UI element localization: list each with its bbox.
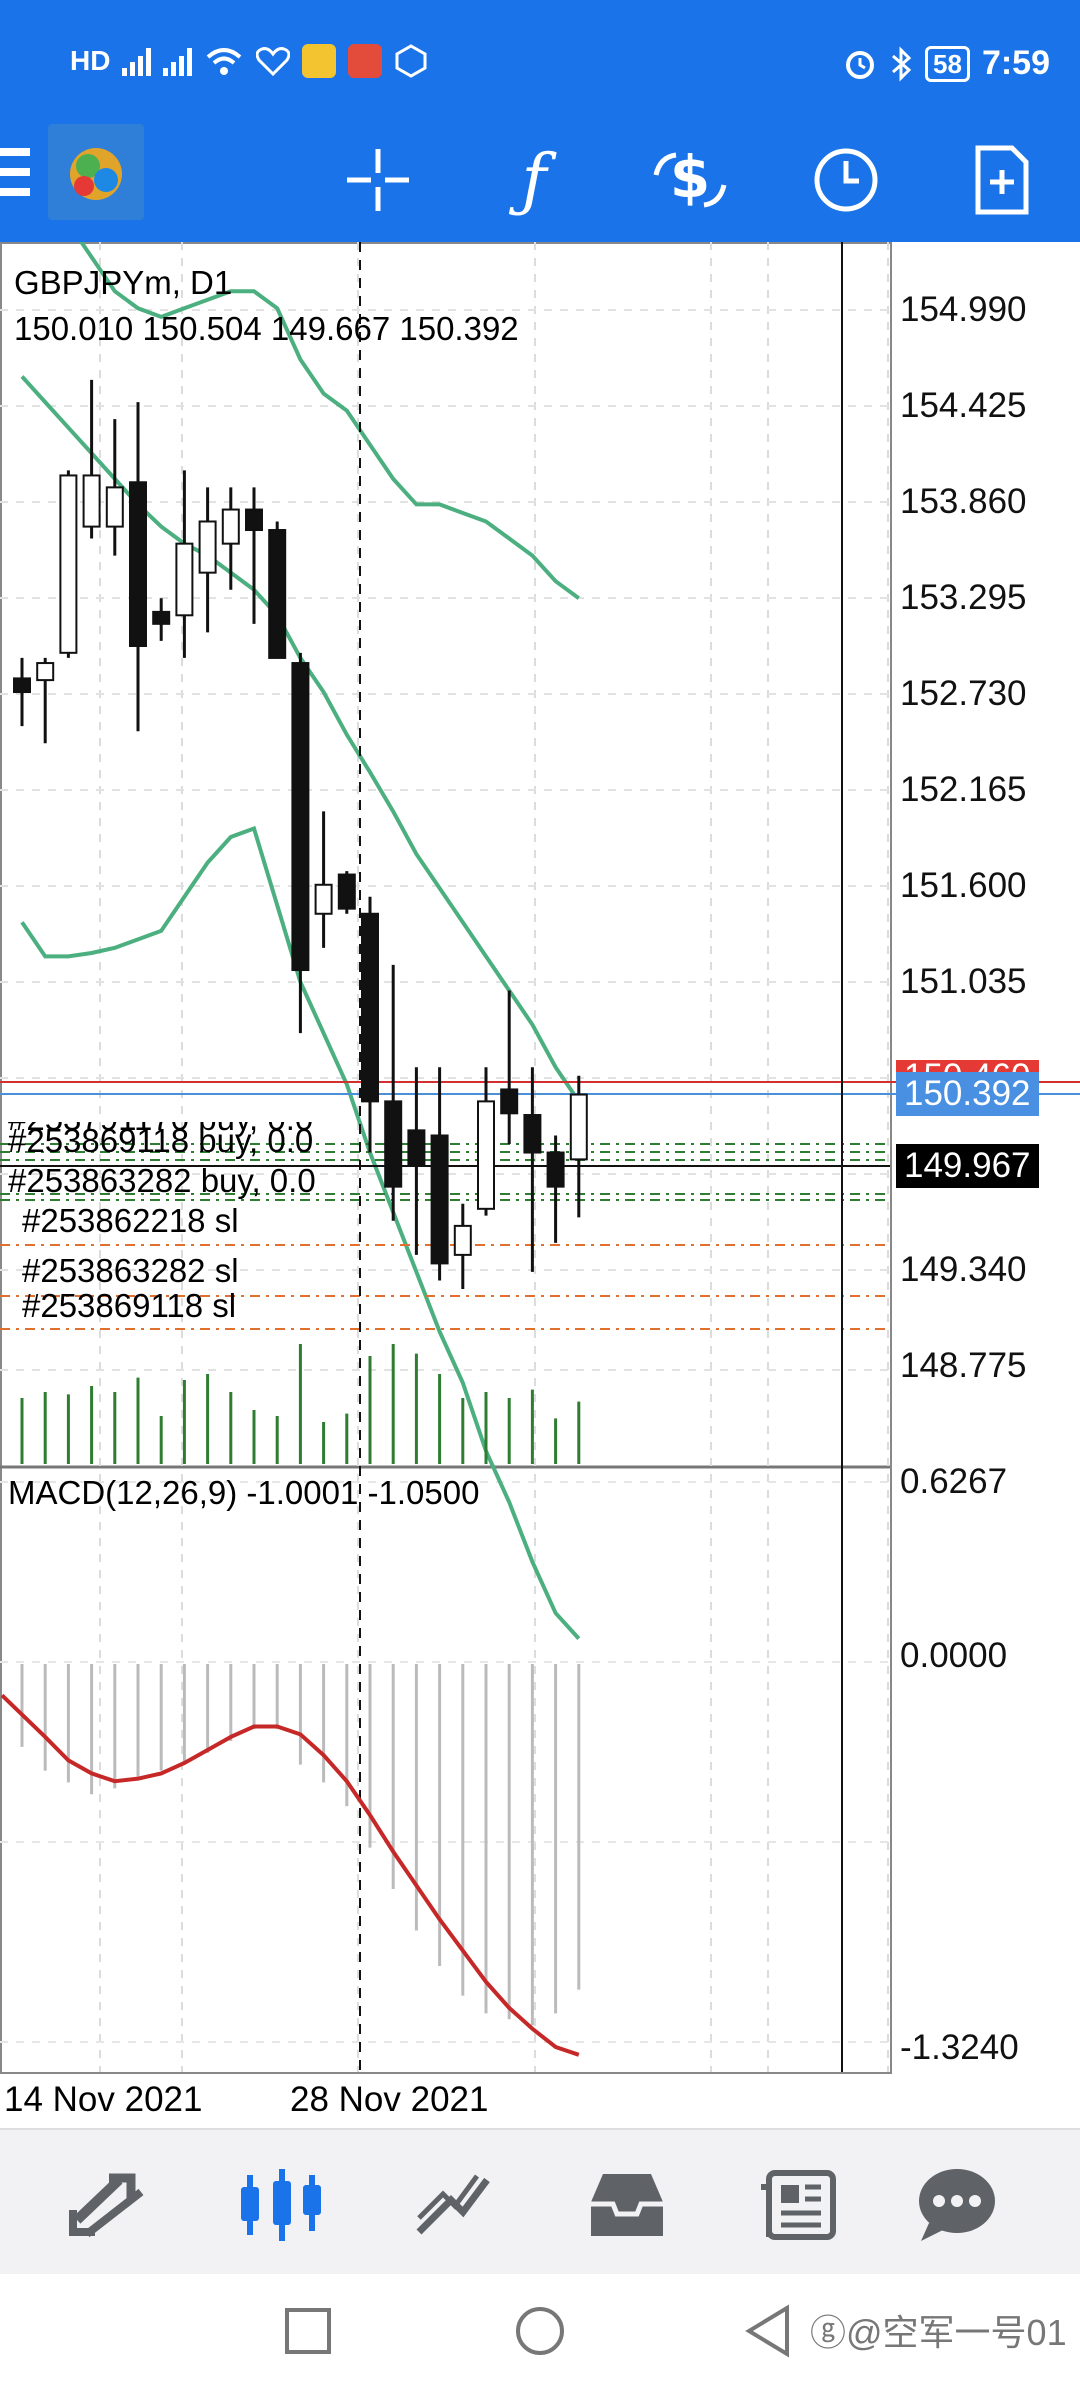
nav-history-icon[interactable]	[582, 2160, 672, 2250]
candle-body	[221, 508, 240, 545]
candle-body	[523, 1114, 542, 1154]
bottom-nav	[0, 2128, 1080, 2274]
candle-body	[105, 486, 124, 528]
chart-canvas[interactable]	[0, 242, 1080, 2127]
nav-chat-icon[interactable]	[912, 2160, 1002, 2250]
chart-symbol-label: GBPJPYm, D1	[14, 264, 233, 301]
candle-body	[453, 1224, 472, 1256]
price-tick: 148.775	[900, 1346, 1027, 1385]
date-label-1: 28 Nov 2021	[290, 2080, 489, 2119]
nav-quotes-icon[interactable]	[64, 2160, 154, 2250]
candle-body	[314, 883, 333, 915]
candle-body	[430, 1134, 449, 1265]
nav-news-icon[interactable]	[754, 2160, 844, 2250]
macd-signal-line	[0, 1693, 580, 2057]
candle-body	[82, 474, 101, 528]
candle-body	[13, 677, 31, 694]
candle-body	[291, 662, 310, 972]
order-label-1[interactable]: #253869118 buy, 0.0	[8, 1122, 314, 1159]
menu-icon[interactable]	[0, 148, 30, 208]
recent-apps-icon[interactable]	[268, 2294, 348, 2368]
app-bar: HD 58 7:59 ƒ $	[0, 0, 1080, 242]
candle-body	[569, 1093, 588, 1161]
order-label-0[interactable]: #253791170 buy, 0.0	[8, 1100, 314, 1137]
toolbar: ƒ $	[0, 118, 1080, 242]
candle-body	[245, 508, 263, 532]
weibo-icon	[302, 44, 337, 78]
status-left-icons: HD	[70, 44, 428, 78]
candle-body	[477, 1100, 495, 1210]
crosshair-icon[interactable]	[328, 130, 428, 230]
wifi-icon	[207, 48, 242, 75]
sl-label-0[interactable]: #253862218 sl	[22, 1202, 239, 1239]
battery-icon: 58	[925, 45, 970, 82]
sl-label-1[interactable]: #253863282 sl	[22, 1252, 239, 1289]
price-tick: 149.340	[900, 1250, 1027, 1289]
bollinger-line	[78, 242, 580, 600]
candle-body	[59, 474, 78, 654]
back-icon[interactable]	[728, 2294, 808, 2368]
bluetooth-icon	[892, 45, 912, 82]
price-tick: 152.165	[900, 770, 1027, 809]
period-clock-icon[interactable]	[796, 130, 896, 230]
ohlc-label: 150.010 150.504 149.667 150.392	[14, 310, 519, 347]
candle-body	[36, 662, 55, 682]
candle-body	[268, 529, 287, 659]
price-tick: 154.990	[900, 290, 1027, 329]
status-bar: HD 58 7:59	[0, 0, 1080, 130]
price-tick: 154.425	[900, 386, 1027, 425]
svg-text:$: $	[670, 145, 710, 211]
chart-frame	[0, 242, 892, 2074]
alarm-icon	[846, 50, 875, 79]
crosshair-price-badge: 149.967	[896, 1144, 1039, 1188]
order-label-2[interactable]: #253863282 buy, 0.0	[8, 1162, 316, 1199]
candle-body	[407, 1129, 426, 1166]
price-tick: 151.035	[900, 962, 1027, 1001]
new-document-icon[interactable]	[952, 130, 1052, 230]
macd-tick: 0.6267	[900, 1462, 1008, 1501]
hand-icon	[395, 44, 427, 78]
indicator-f-icon[interactable]: ƒ	[521, 140, 547, 220]
candle-body	[384, 1100, 403, 1188]
hd-indicator: HD	[70, 45, 111, 76]
candle-body	[337, 873, 356, 910]
nav-trade-icon[interactable]	[408, 2160, 498, 2250]
signal-3g-icon	[163, 46, 193, 76]
trade-dollar-icon[interactable]: $	[640, 130, 740, 230]
candle-body	[500, 1088, 519, 1115]
system-nav-bar: ⓖ@空军一号01	[0, 2274, 1080, 2388]
nav-chart-icon[interactable]	[236, 2160, 326, 2250]
price-tick: 153.860	[900, 482, 1027, 521]
macd-label: MACD(12,26,9) -1.0001 -1.0500	[8, 1474, 480, 1511]
candle-body	[152, 610, 171, 625]
bid-price-badge: 150.392	[896, 1072, 1039, 1116]
app-icon	[348, 44, 383, 78]
candle-body	[129, 481, 147, 647]
sl-label-2[interactable]: #253869118 sl	[22, 1287, 237, 1324]
macd-tick: 0.0000	[900, 1636, 1008, 1675]
price-tick: 152.730	[900, 674, 1027, 713]
metatrader-logo[interactable]	[48, 124, 144, 220]
candle-body	[546, 1151, 565, 1188]
signal-5g-icon	[122, 46, 152, 76]
date-label-0: 14 Nov 2021	[4, 2080, 203, 2119]
price-tick: 151.600	[900, 866, 1027, 905]
status-right-icons: 58 7:59	[843, 44, 1050, 83]
watermark-text: ⓖ@空军一号01	[810, 2312, 1067, 2353]
price-chart[interactable]: GBPJPYm, D1 150.010 150.504 149.667 150.…	[0, 242, 1080, 2127]
home-icon[interactable]	[500, 2294, 580, 2368]
clock-time: 7:59	[981, 44, 1050, 82]
candle-body	[361, 912, 379, 1103]
candle-body	[175, 542, 194, 617]
candle-body	[198, 520, 217, 574]
heart-icon	[256, 47, 291, 76]
macd-tick: -1.3240	[900, 2028, 1019, 2067]
price-tick: 153.295	[900, 578, 1027, 617]
